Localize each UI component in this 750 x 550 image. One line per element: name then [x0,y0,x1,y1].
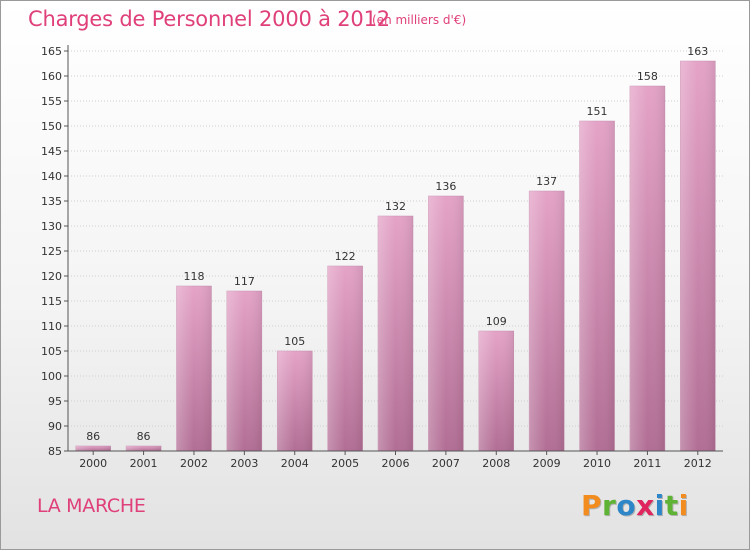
logo-letter: t [664,489,679,522]
y-tick-label: 90 [48,420,62,433]
data-label: 86 [86,430,100,443]
x-tick-label: 2006 [382,457,410,470]
bar-shine [478,331,514,451]
x-tick-label: 2012 [684,457,712,470]
y-tick-label: 135 [41,195,62,208]
logo-letter: o [616,489,637,522]
y-tick-label: 155 [41,95,62,108]
x-tick-label: 2005 [331,457,359,470]
data-label: 158 [637,70,658,83]
y-tick-label: 115 [41,295,62,308]
bar-shine [579,121,615,451]
x-tick-label: 2000 [79,457,107,470]
data-label: 136 [435,180,456,193]
town-name: LA MARCHE [37,495,146,517]
bar-shine [75,446,111,451]
data-labels: 86 86 118 117 105 122 132 136 109 137 151 158 163 [86,45,708,443]
x-tick-label: 2001 [130,457,158,470]
x-tick-label: 2007 [432,457,460,470]
axes: 85 90 95 100 105 110 115 120 125 130 135 140 145 150 1… [41,45,723,470]
data-label: 137 [536,175,557,188]
logo-letter: i [678,489,689,522]
y-tick-label: 110 [41,320,62,333]
bar-shine [277,351,313,451]
logo-letter: r [602,489,617,522]
logo-letter: P [581,489,603,522]
y-tick-label: 100 [41,370,62,383]
y-tick-label: 120 [41,270,62,283]
x-tick-label: 2009 [533,457,561,470]
x-tick-label: 2011 [633,457,661,470]
y-tick-label: 150 [41,120,62,133]
x-tick-label: 2008 [482,457,510,470]
bars [75,60,716,452]
x-tick-label: 2010 [583,457,611,470]
chart-subtitle: (en milliers d'€) [372,13,467,27]
bar-shine [126,446,162,451]
y-tick-label: 95 [48,395,62,408]
bar-shine [529,191,565,451]
x-tick-label: 2003 [230,457,258,470]
data-label: 132 [385,200,406,213]
x-tick-label: 2004 [281,457,309,470]
bar-shine [327,266,363,451]
proxiti-logo[interactable]: Proxiti [581,489,689,522]
x-tick-label: 2002 [180,457,208,470]
data-label: 122 [335,250,356,263]
y-tick-label: 125 [41,245,62,258]
logo-letter: x [636,489,655,522]
data-label: 163 [687,45,708,58]
chart-title: Charges de Personnel 2000 à 2012 [28,7,390,31]
y-tick-label: 130 [41,220,62,233]
bar-shine [226,291,262,451]
data-label: 86 [137,430,151,443]
y-tick-label: 165 [41,45,62,58]
data-label: 109 [486,315,507,328]
y-tick-label: 105 [41,345,62,358]
data-label: 151 [587,105,608,118]
bar-shine [680,61,716,451]
bar-shine [378,216,413,451]
data-label: 117 [234,275,255,288]
bar-shine [629,86,665,451]
bar-shine [428,196,464,451]
data-label: 118 [183,270,204,283]
data-label: 105 [284,335,305,348]
y-tick-label: 85 [48,445,62,458]
y-tick-label: 145 [41,145,62,158]
y-tick-label: 140 [41,170,62,183]
bar-shine [176,286,212,451]
logo-letter: i [654,489,665,522]
y-tick-label: 160 [41,70,62,83]
